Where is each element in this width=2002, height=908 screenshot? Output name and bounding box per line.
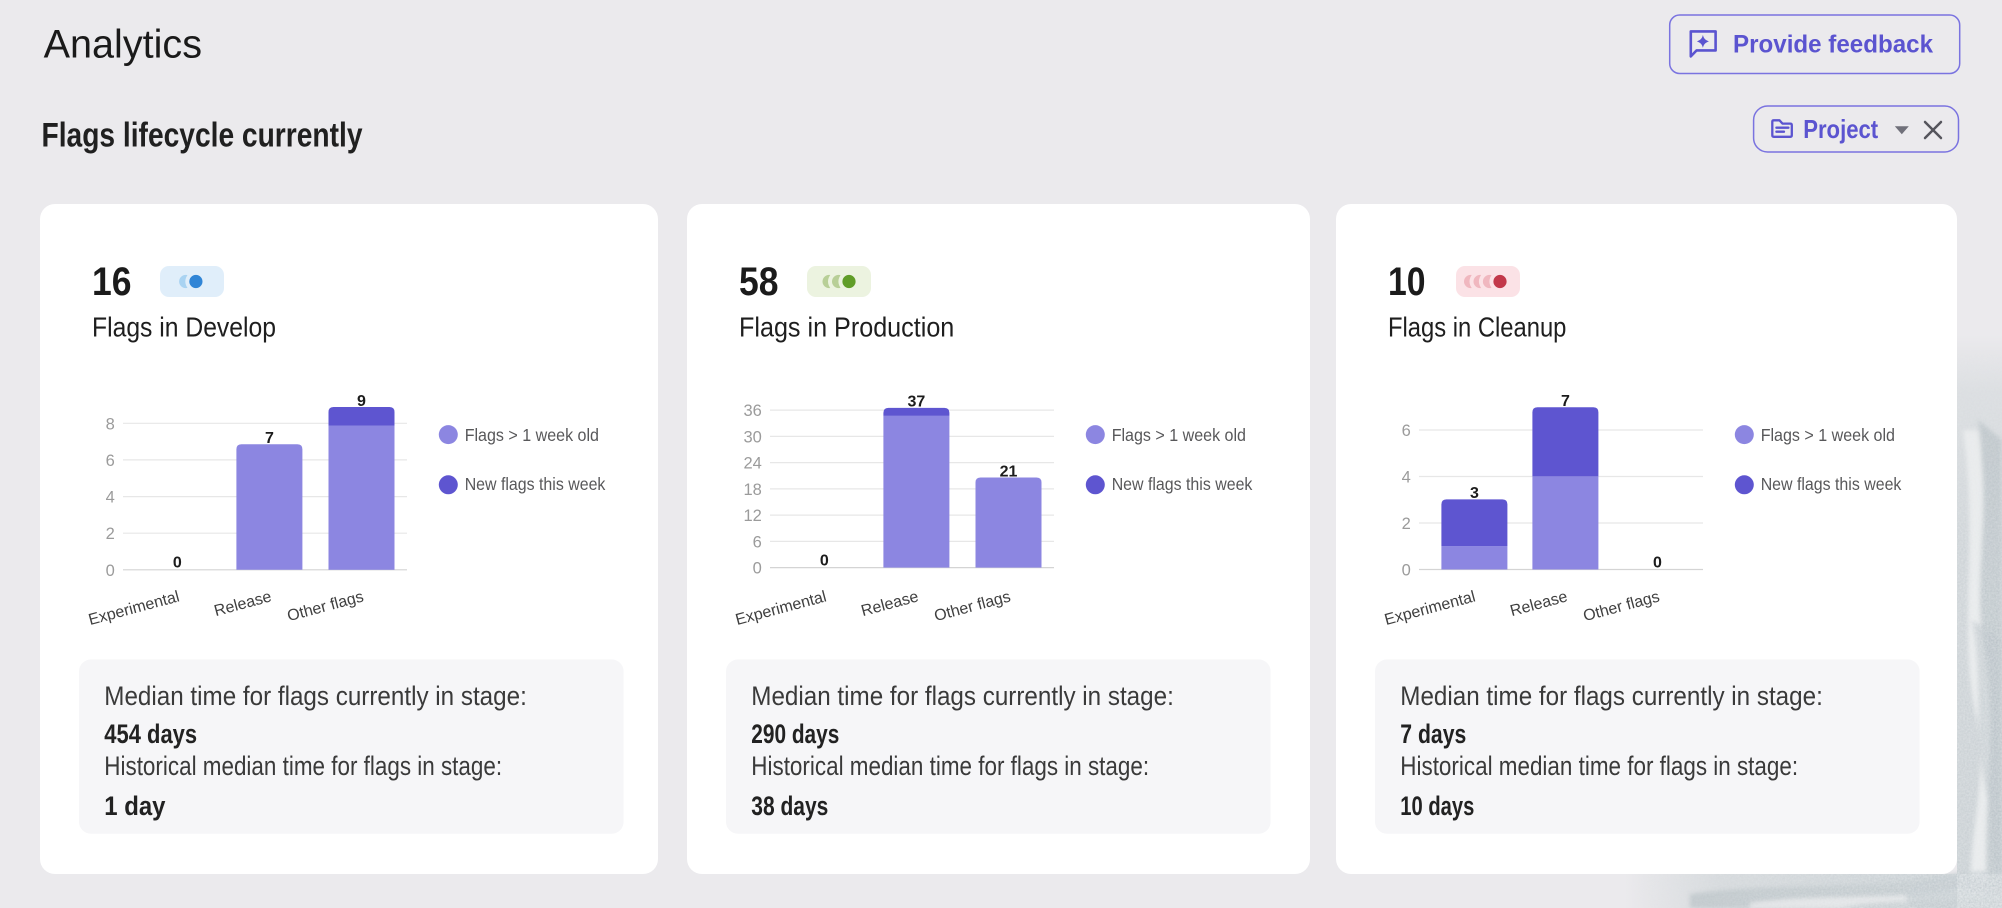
svg-text:6: 6 [106, 452, 115, 470]
svg-text:0: 0 [1402, 562, 1411, 580]
svg-text:Analytics: Analytics [44, 22, 202, 66]
svg-text:New flags this week: New flags this week [1761, 474, 1902, 494]
svg-text:Flags in Cleanup: Flags in Cleanup [1388, 312, 1566, 343]
svg-text:16: 16 [92, 260, 132, 304]
svg-text:Provide feedback: Provide feedback [1733, 30, 1933, 58]
svg-text:Median time for flags currentl: Median time for flags currently in stage… [751, 681, 1174, 711]
svg-text:2: 2 [106, 525, 115, 543]
svg-text:Flags in Develop: Flags in Develop [92, 312, 276, 343]
svg-text:Flags in Production: Flags in Production [739, 312, 954, 343]
svg-text:4: 4 [1402, 469, 1411, 487]
svg-text:290 days: 290 days [751, 719, 839, 749]
svg-text:4: 4 [106, 489, 115, 507]
svg-text:6: 6 [1402, 422, 1411, 440]
svg-text:Historical median time for fla: Historical median time for flags in stag… [751, 751, 1149, 781]
svg-text:6: 6 [753, 533, 762, 551]
svg-text:7: 7 [265, 430, 274, 447]
svg-text:7: 7 [1561, 393, 1570, 410]
svg-text:1 day: 1 day [104, 791, 165, 821]
svg-text:10: 10 [1388, 260, 1426, 304]
svg-text:7 days: 7 days [1400, 719, 1466, 749]
svg-text:58: 58 [739, 260, 779, 304]
svg-text:Flags > 1 week old: Flags > 1 week old [1761, 425, 1895, 445]
svg-text:Historical median time for fla: Historical median time for flags in stag… [104, 751, 502, 781]
svg-text:0: 0 [173, 555, 182, 572]
svg-text:Historical median time for fla: Historical median time for flags in stag… [1400, 751, 1798, 781]
svg-text:Median time for flags currentl: Median time for flags currently in stage… [1400, 681, 1823, 711]
svg-text:Project: Project [1803, 114, 1878, 144]
svg-text:0: 0 [753, 560, 762, 578]
svg-text:38 days: 38 days [751, 791, 828, 821]
svg-text:36: 36 [743, 402, 761, 420]
svg-text:0: 0 [1653, 554, 1662, 571]
svg-text:10 days: 10 days [1400, 791, 1474, 821]
svg-text:24: 24 [743, 455, 761, 473]
svg-text:8: 8 [106, 415, 115, 433]
svg-text:0: 0 [106, 562, 115, 580]
svg-text:Flags lifecycle currently: Flags lifecycle currently [42, 116, 363, 154]
svg-text:12: 12 [743, 507, 761, 525]
svg-text:Median time for flags currentl: Median time for flags currently in stage… [104, 681, 527, 711]
svg-text:18: 18 [743, 481, 761, 499]
svg-text:2: 2 [1402, 515, 1411, 533]
svg-text:21: 21 [1000, 463, 1018, 480]
svg-text:30: 30 [743, 428, 761, 446]
svg-text:Flags > 1 week old: Flags > 1 week old [1112, 425, 1246, 445]
svg-text:454 days: 454 days [104, 719, 197, 749]
svg-text:New flags this week: New flags this week [465, 474, 606, 494]
svg-text:9: 9 [357, 393, 366, 410]
svg-text:3: 3 [1470, 485, 1479, 502]
svg-text:37: 37 [908, 394, 926, 411]
svg-text:New flags this week: New flags this week [1112, 474, 1253, 494]
svg-text:0: 0 [820, 552, 829, 569]
svg-text:Flags > 1 week old: Flags > 1 week old [465, 425, 599, 445]
